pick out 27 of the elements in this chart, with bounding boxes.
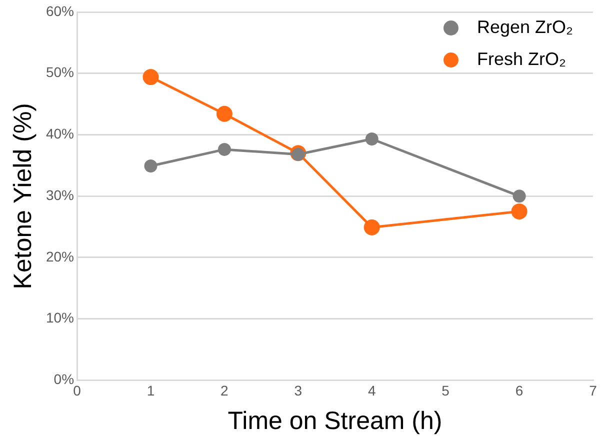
- y-tick-label: 20%: [46, 248, 74, 264]
- point: [512, 190, 526, 203]
- x-tick-label: 0: [73, 382, 82, 398]
- point: [365, 132, 378, 146]
- x-tick-label: 7: [589, 382, 598, 398]
- point: [364, 219, 380, 236]
- y-tick-label: 40%: [46, 126, 74, 142]
- legend-label: Fresh ZrO₂: [476, 48, 566, 69]
- x-tick-label: 6: [515, 382, 524, 398]
- y-tick-label: 60%: [46, 2, 74, 19]
- y-tick-label: 50%: [46, 64, 74, 80]
- legend-label: Regen ZrO₂: [476, 16, 574, 37]
- point: [218, 142, 231, 156]
- y-tick-label: 0%: [54, 371, 74, 388]
- x-axis-title: Time on Stream (h): [228, 406, 442, 435]
- y-axis-title: Ketone Yield (%): [8, 102, 37, 290]
- point: [216, 106, 232, 122]
- y-tick-label: 10%: [46, 310, 74, 326]
- point: [144, 160, 158, 173]
- y-tick-label: 30%: [46, 186, 74, 203]
- x-tick-label: 2: [220, 382, 229, 398]
- x-tick-label: 4: [368, 382, 376, 398]
- x-tick-label: 1: [146, 382, 155, 398]
- point: [142, 69, 159, 86]
- x-tick-label: 5: [442, 382, 450, 398]
- point: [511, 203, 528, 220]
- x-tick-label: 3: [294, 382, 302, 398]
